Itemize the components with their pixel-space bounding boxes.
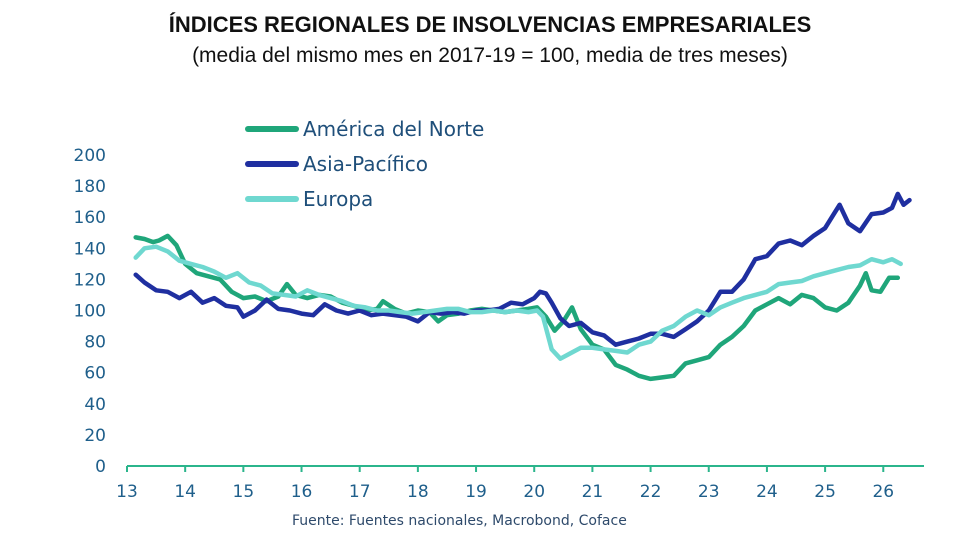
y-tick-label: 20 [84,426,106,446]
y-tick-label: 80 [84,333,106,353]
legend: América del Norte Asia-Pacífico Europa [245,117,484,211]
legend-label-1: América del Norte [303,117,484,141]
y-tick-label: 60 [84,364,106,384]
y-tick-label: 200 [74,146,106,166]
y-tick-label: 40 [84,395,106,415]
x-tick-label: 13 [116,482,138,502]
x-axis: 13 14 15 16 17 18 19 20 21 22 23 24 25 26 [116,465,924,502]
y-tick-label: 180 [74,177,106,197]
y-tick-label: 0 [95,457,106,477]
series-line-1 [133,233,901,382]
y-tick-label: 120 [74,270,106,290]
x-tick-label: 25 [814,482,836,502]
y-tick-label: 100 [74,302,106,322]
series-line-3 [133,244,903,361]
y-tick-label: 140 [74,239,106,259]
series-group [133,191,912,382]
chart-title: ÍNDICES REGIONALES DE INSOLVENCIAS EMPRE… [168,12,812,37]
x-tick-label: 21 [582,482,604,502]
source-note: Fuente: Fuentes nacionales, Macrobond, C… [292,513,627,529]
x-tick-label: 17 [349,482,371,502]
y-tick-label: 160 [74,208,106,228]
x-tick-label: 16 [291,482,313,502]
x-tick-label: 20 [523,482,545,502]
x-tick-label: 26 [872,482,894,502]
x-tick-label: 14 [174,482,196,502]
x-tick-label: 18 [407,482,429,502]
legend-label-2: Asia-Pacífico [303,152,428,176]
chart-subtitle: (media del mismo mes en 2017-19 = 100, m… [192,44,788,67]
x-tick-label: 19 [465,482,487,502]
y-axis: 0 20 40 60 80 100 120 140 160 180 200 [74,146,106,477]
x-tick-label: 24 [756,482,778,502]
x-tick-label: 23 [698,482,720,502]
legend-label-3: Europa [303,187,373,211]
x-tick-label: 22 [640,482,662,502]
series-line-2 [133,191,912,347]
x-tick-label: 15 [233,482,255,502]
